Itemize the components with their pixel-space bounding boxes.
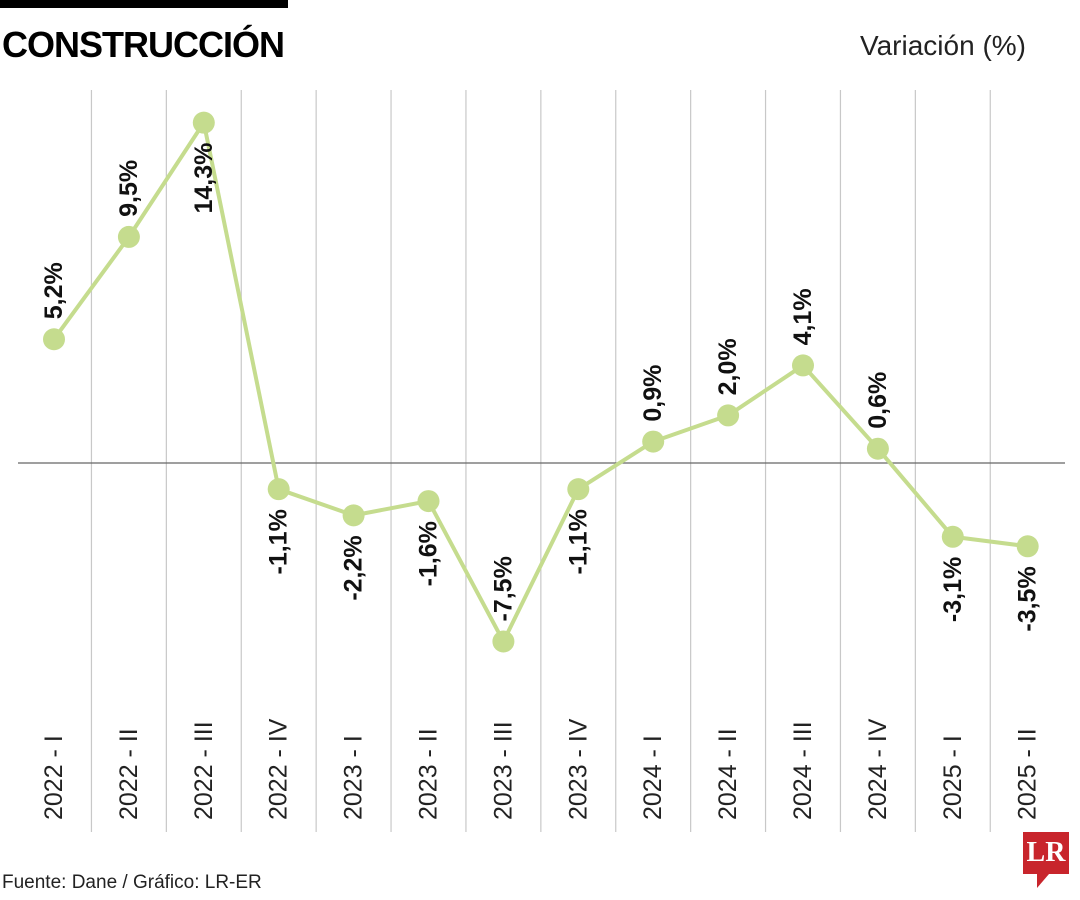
data-point bbox=[492, 630, 515, 653]
data-label: -1,1% bbox=[265, 509, 293, 574]
data-label: -1,6% bbox=[415, 521, 443, 586]
data-point bbox=[792, 354, 814, 377]
data-label: 0,9% bbox=[639, 365, 667, 422]
x-tick-label: 2022 - I bbox=[40, 735, 68, 820]
data-label: -3,5% bbox=[1014, 566, 1042, 631]
lr-logo: LR bbox=[1023, 832, 1069, 888]
x-tick-label: 2023 - IV bbox=[564, 718, 592, 820]
data-point bbox=[941, 525, 964, 548]
data-point bbox=[192, 111, 215, 134]
source-note: Fuente: Dane / Gráfico: LR-ER bbox=[2, 872, 262, 893]
x-tick-label: 2022 - IV bbox=[265, 718, 293, 820]
x-tick-label: 2022 - III bbox=[190, 721, 218, 820]
data-point bbox=[417, 490, 440, 513]
data-label: -3,1% bbox=[939, 557, 967, 622]
x-tick-label: 2023 - III bbox=[489, 721, 517, 820]
unit-label: Variación (%) bbox=[860, 30, 1026, 61]
data-point bbox=[642, 430, 665, 453]
data-label: 14,3% bbox=[190, 143, 218, 214]
data-point bbox=[866, 437, 889, 460]
x-tick-label: 2023 - II bbox=[415, 728, 443, 820]
x-tick-label: 2023 - I bbox=[340, 735, 368, 820]
data-point bbox=[267, 478, 290, 501]
data-point bbox=[342, 504, 365, 527]
data-label: 5,2% bbox=[40, 262, 68, 319]
x-tick-label: 2022 - II bbox=[115, 728, 143, 820]
data-label: -7,5% bbox=[489, 556, 517, 621]
data-point bbox=[717, 404, 740, 427]
data-point bbox=[1016, 535, 1039, 558]
top-bar bbox=[0, 0, 288, 8]
x-tick-label: 2024 - I bbox=[639, 735, 667, 820]
data-label: 0,6% bbox=[864, 372, 892, 429]
data-point bbox=[43, 328, 65, 351]
data-point bbox=[567, 478, 590, 501]
x-tick-label: 2025 - II bbox=[1014, 728, 1042, 820]
data-point bbox=[117, 225, 140, 248]
x-tick-label: 2024 - III bbox=[789, 721, 817, 820]
data-label: -1,1% bbox=[564, 509, 592, 574]
data-label: -2,2% bbox=[340, 535, 368, 600]
chart-title: CONSTRUCCIÓN bbox=[2, 24, 285, 65]
data-label: 2,0% bbox=[714, 338, 742, 395]
x-tick-label: 2025 - I bbox=[939, 735, 967, 820]
series-line bbox=[52, 120, 1028, 644]
x-tick-label: 2024 - II bbox=[714, 728, 742, 820]
x-tick-label: 2024 - IV bbox=[864, 718, 892, 820]
data-label: 4,1% bbox=[789, 288, 817, 345]
data-label: 9,5% bbox=[115, 160, 143, 217]
